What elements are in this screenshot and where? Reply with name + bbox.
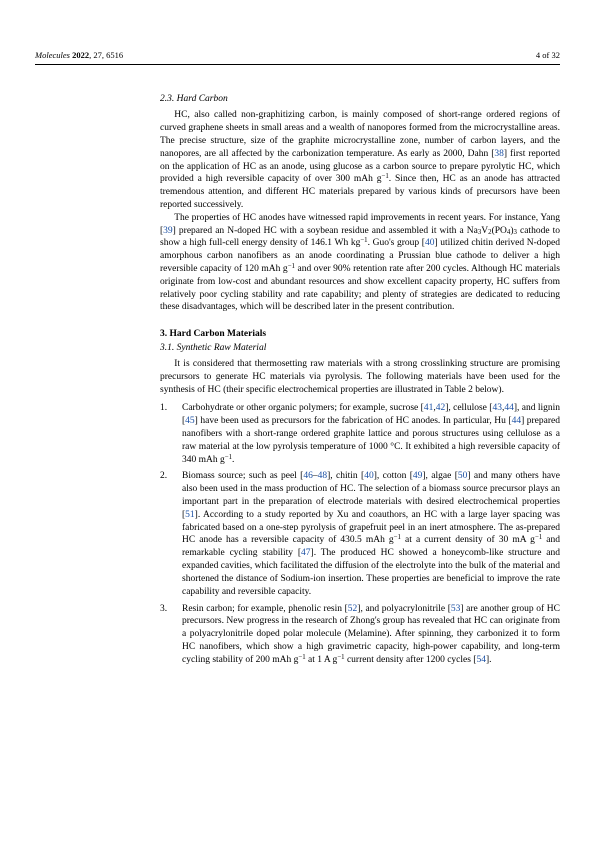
- body-content: 2.3. Hard Carbon HC, also called non-gra…: [160, 93, 560, 666]
- journal-year: 2022: [72, 50, 89, 60]
- ref-38[interactable]: 38: [494, 149, 504, 159]
- list-body: Carbohydrate or other organic polymers; …: [182, 402, 560, 466]
- ref-43[interactable]: 43: [492, 403, 502, 413]
- ref-50[interactable]: 50: [458, 471, 468, 481]
- ref-45[interactable]: 45: [185, 416, 195, 426]
- list-number: 2.: [160, 470, 182, 598]
- ref-53[interactable]: 53: [451, 604, 461, 614]
- ref-51[interactable]: 51: [185, 510, 195, 520]
- section-2-3-title: 2.3. Hard Carbon: [160, 93, 560, 106]
- ref-42[interactable]: 42: [436, 403, 446, 413]
- ref-39[interactable]: 39: [163, 226, 173, 236]
- sec23-para2: The properties of HC anodes have witness…: [160, 212, 560, 315]
- material-list: 1. Carbohydrate or other organic polymer…: [160, 402, 560, 666]
- section-3-1-title: 3.1. Synthetic Raw Material: [160, 342, 560, 355]
- list-body: Biomass source; such as peel [46–48], ch…: [182, 470, 560, 598]
- ref-46[interactable]: 46: [303, 471, 313, 481]
- ref-44[interactable]: 44: [504, 403, 514, 413]
- ref-44b[interactable]: 44: [512, 416, 522, 426]
- ref-47[interactable]: 47: [301, 548, 311, 558]
- sec23-para1: HC, also called non-graphitizing carbon,…: [160, 109, 560, 212]
- journal-issue: , 27, 6516: [89, 50, 123, 60]
- ref-52[interactable]: 52: [348, 604, 358, 614]
- page-number: 4 of 32: [536, 50, 560, 61]
- list-item: 1. Carbohydrate or other organic polymer…: [160, 402, 560, 466]
- list-item: 2. Biomass source; such as peel [46–48],…: [160, 470, 560, 598]
- ref-48[interactable]: 48: [318, 471, 328, 481]
- list-item: 3. Resin carbon; for example, phenolic r…: [160, 603, 560, 667]
- ref-40b[interactable]: 40: [364, 471, 374, 481]
- header-left: Molecules 2022, 27, 6516: [35, 50, 123, 61]
- ref-49[interactable]: 49: [413, 471, 423, 481]
- ref-54[interactable]: 54: [476, 655, 486, 665]
- list-body: Resin carbon; for example, phenolic resi…: [182, 603, 560, 667]
- journal-name: Molecules: [35, 50, 70, 60]
- ref-41[interactable]: 41: [424, 403, 434, 413]
- section-3-title: 3. Hard Carbon Materials: [160, 328, 560, 341]
- page: Molecules 2022, 27, 6516 4 of 32 2.3. Ha…: [0, 0, 595, 842]
- sec3-para1: It is considered that thermosetting raw …: [160, 358, 560, 396]
- list-number: 1.: [160, 402, 182, 466]
- page-header: Molecules 2022, 27, 6516 4 of 32: [35, 50, 560, 65]
- list-number: 3.: [160, 603, 182, 667]
